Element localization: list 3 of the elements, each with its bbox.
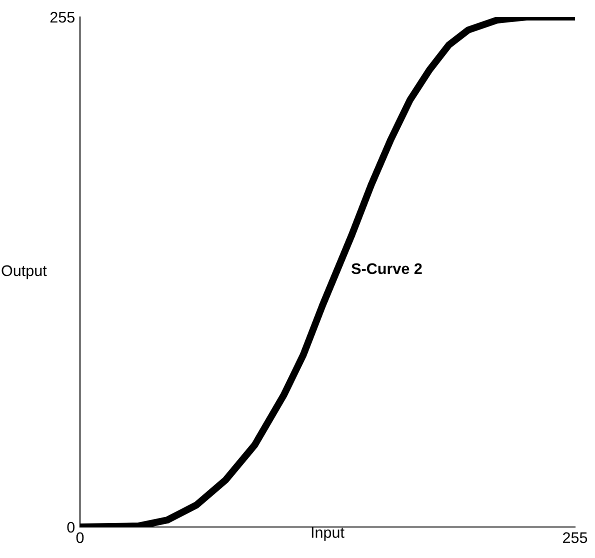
x-axis-title: Input — [312, 527, 344, 541]
series-label: S-Curve 2 — [352, 263, 422, 274]
y-axis-title: Output — [2, 265, 47, 280]
